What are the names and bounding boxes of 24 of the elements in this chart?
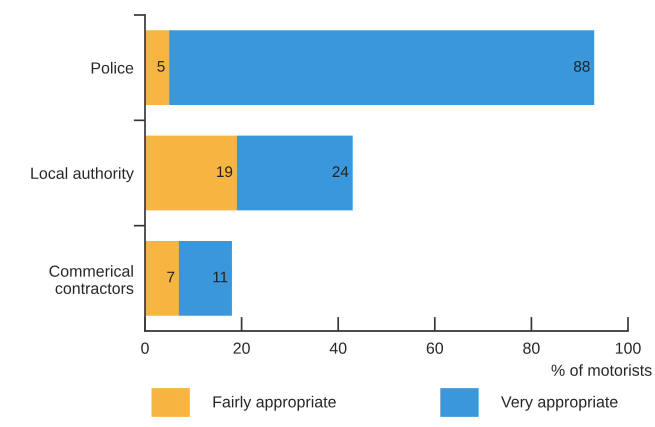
- data-label: 7: [167, 272, 174, 282]
- bar: [178, 240, 232, 316]
- x-tick-label: 60: [426, 342, 444, 354]
- data-label: 88: [574, 60, 590, 72]
- y-tick-label: Commerical contractors: [50, 265, 134, 294]
- bar: [169, 30, 594, 106]
- bar: [236, 136, 353, 210]
- data-label: 24: [332, 166, 348, 177]
- y-tick-label: Local authority: [31, 167, 134, 182]
- x-tick-label: 0: [141, 342, 149, 354]
- y-tick-label: Police: [92, 62, 134, 74]
- bar: [145, 136, 237, 210]
- data-label: 11: [213, 272, 228, 282]
- legend-label: Fairly appropriate: [214, 396, 336, 411]
- bar: [145, 240, 179, 316]
- data-label: 19: [217, 166, 232, 178]
- x-tick-label: 100: [616, 342, 641, 354]
- x-axis-title: % of motorists: [552, 364, 652, 376]
- legend-label: Very appropriate: [501, 396, 618, 411]
- x-tick-label: 40: [330, 342, 346, 354]
- x-tick-label: 80: [523, 342, 540, 354]
- bar: [145, 30, 170, 106]
- data-label: 5: [157, 61, 165, 72]
- x-tick-label: 20: [234, 342, 250, 354]
